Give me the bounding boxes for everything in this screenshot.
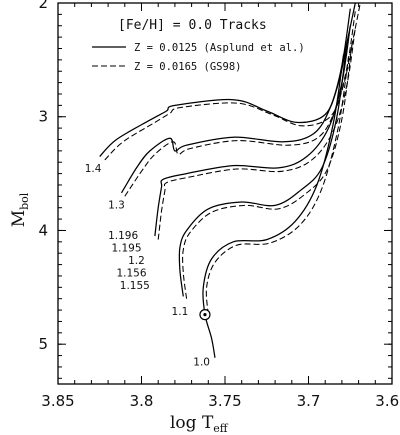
x-axis-ticks: 3.85 3.8 3.75 3.7 3.65 — [41, 3, 400, 410]
x-tick-label: 3.8 — [130, 392, 154, 410]
y-axis-label: Mbol — [9, 192, 31, 227]
track-1p1-solid — [178, 42, 348, 297]
x-tick-label: 3.85 — [41, 392, 74, 410]
x-tick-label: 3.65 — [375, 392, 400, 410]
track-1p2-dashed — [157, 27, 356, 240]
sun-marker-dot — [203, 313, 207, 317]
track-mass-label: 1.195 — [111, 243, 141, 255]
track-1p0-dashed — [205, 56, 350, 315]
legend-title: [Fe/H] = 0.0 Tracks — [118, 18, 267, 33]
track-1p3-dashed — [124, 10, 356, 197]
track-mass-label: 1.4 — [85, 163, 102, 175]
y-tick-label: 5 — [38, 335, 48, 353]
sun-symbol-icon — [199, 309, 211, 321]
track-mass-label: 1.155 — [120, 280, 150, 292]
legend: [Fe/H] = 0.0 Tracks Z = 0.0125 (Asplund … — [92, 18, 305, 73]
y-tick-label: 2 — [38, 0, 48, 12]
track-mass-label: 1.3 — [108, 199, 125, 211]
y-tick-label: 3 — [38, 108, 48, 126]
legend-entry-dashed: Z = 0.0165 (GS98) — [134, 61, 241, 73]
track-mass-label: 1.196 — [108, 230, 138, 242]
y-tick-label: 4 — [38, 221, 48, 239]
evolution-tracks — [99, 2, 361, 358]
track-mass-label: 1.0 — [193, 356, 210, 368]
legend-entry-solid: Z = 0.0125 (Asplund et al.) — [134, 42, 305, 54]
track-1p0-solid — [202, 54, 345, 358]
x-axis-label: log Teff — [170, 413, 229, 435]
track-mass-label: 1.1 — [172, 306, 189, 318]
track-1p2-solid — [154, 25, 351, 237]
track-1p1-dashed — [182, 45, 353, 299]
x-tick-label: 3.75 — [208, 392, 241, 410]
x-tick-label: 3.7 — [297, 392, 321, 410]
y-axis-ticks: 2 3 4 5 — [38, 0, 392, 379]
track-mass-label: 1.2 — [128, 255, 145, 267]
track-1p3-solid — [120, 8, 351, 194]
track-mass-label: 1.156 — [116, 268, 146, 280]
